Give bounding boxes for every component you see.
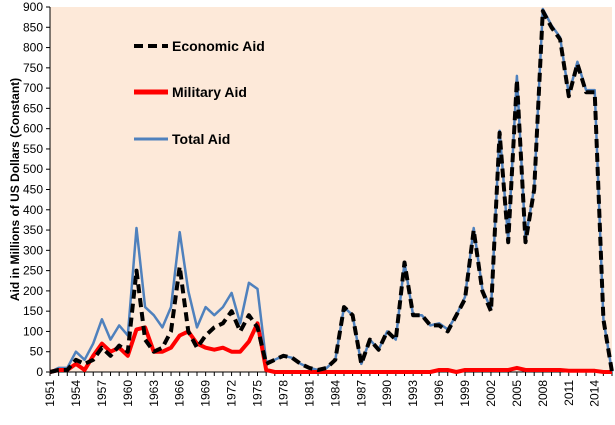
series-line-economic-aid [49,9,614,374]
y-tick-label: 800 [23,41,43,55]
y-tick-label: 600 [23,122,43,136]
x-tick-label: 1987 [354,380,368,407]
x-tick-label: 1951 [43,380,57,407]
x-tick-label: 2014 [588,380,602,407]
x-tick-label: 1996 [432,380,446,407]
y-tick-label: 100 [23,324,43,338]
y-tick-label: 50 [30,345,44,359]
y-axis: 0 50 100 150 200 250 300 350 400 450 500 550 600 650 7… [23,0,51,379]
y-tick-label: 400 [23,203,43,217]
legend-label-total-aid: Total Aid [172,131,230,147]
legend-label-economic-aid: Economic Aid [172,38,265,54]
y-tick-label: 650 [23,101,43,115]
y-tick-label: 200 [23,284,43,298]
x-tick-label: 2005 [510,380,524,407]
x-tick-label: 2011 [562,380,576,406]
y-tick-label: 550 [23,142,43,156]
x-tick-label: 1963 [147,380,161,407]
y-tick-label: 750 [23,61,43,75]
x-tick-label: 1978 [276,380,290,407]
y-tick-label: 450 [23,183,43,197]
y-tick-label: 350 [23,223,43,237]
x-tick-label: 2008 [536,380,550,407]
x-tick-label: 1954 [69,380,83,407]
x-tick-label: 1993 [406,380,420,407]
y-tick-label: 850 [23,20,43,34]
x-axis: 1951 1954 1957 1960 1963 1966 1969 1972 1975 1978… [43,371,613,407]
series-lines [49,7,614,374]
x-tick-label: 1966 [173,380,187,407]
plot-background [50,7,612,372]
y-tick-label: 150 [23,304,43,318]
y-tick-label: 250 [23,264,43,278]
x-tick-label: 1957 [95,380,109,407]
y-axis-label: Aid in Millions of US Dollars (Constant) [8,78,22,301]
x-tick-label: 1990 [380,380,394,407]
y-tick-label: 900 [23,0,43,14]
y-tick-label: 0 [36,365,43,379]
legend-label-military-aid: Military Aid [172,84,247,100]
x-tick-label: 1969 [199,380,213,407]
x-tick-label: 1960 [121,380,135,407]
legend: Economic Aid Military Aid Total Aid [134,38,265,147]
y-tick-label: 300 [23,243,43,257]
y-tick-label: 500 [23,162,43,176]
x-tick-label: 1975 [251,380,265,407]
x-tick-label: 1981 [302,380,316,407]
x-tick-label: 1999 [458,380,472,407]
y-tick-label: 700 [23,81,43,95]
x-tick-label: 1972 [225,380,239,407]
x-tick-label: 1984 [328,380,342,407]
x-tick-label: 2002 [484,380,498,407]
